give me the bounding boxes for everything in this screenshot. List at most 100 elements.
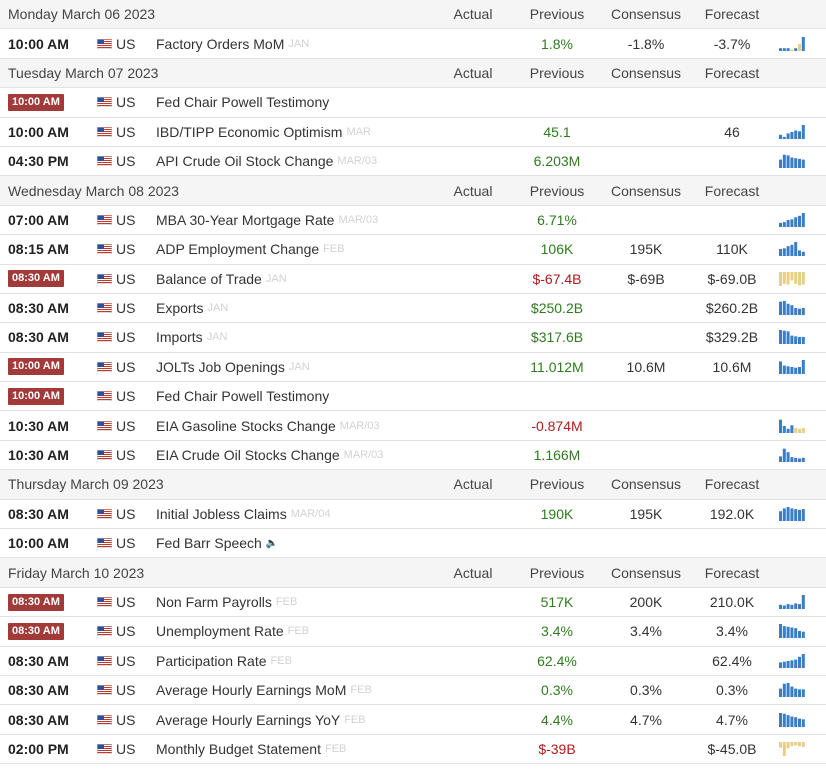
event-name[interactable]: EIA Gasoline Stocks Change MAR/03: [156, 411, 380, 439]
sparkline-chart[interactable]: [779, 118, 805, 146]
sparkline-chart[interactable]: [779, 647, 805, 675]
event-name-label[interactable]: JOLTs Job Openings: [156, 358, 285, 375]
sparkline-chart[interactable]: [779, 441, 805, 469]
event-name-label[interactable]: Exports: [156, 300, 204, 317]
event-row[interactable]: 08:30 AM US Participation Rate FEB 62.4% 62.4…: [0, 647, 826, 676]
event-time: 08:30 AM: [8, 300, 69, 317]
event-row[interactable]: 10:30 AM US EIA Crude Oil Stocks Change MAR…: [0, 441, 826, 471]
event-name[interactable]: EIA Crude Oil Stocks Change MAR/03: [156, 441, 383, 469]
actual-value: [440, 588, 506, 616]
event-name-label[interactable]: Balance of Trade: [156, 270, 262, 287]
sparkline-chart[interactable]: [779, 29, 805, 57]
sparkline-bar: [779, 249, 782, 257]
event-row[interactable]: 04:30 PM US API Crude Oil Stock Change MAR/…: [0, 147, 826, 177]
event-row[interactable]: 10:30 AM US EIA Gasoline Stocks Change MAR/…: [0, 411, 826, 441]
event-name-label[interactable]: Unemployment Rate: [156, 623, 284, 640]
sparkline-bar: [779, 511, 782, 521]
event-name[interactable]: ADP Employment Change FEB: [156, 235, 345, 263]
event-name-label[interactable]: Non Farm Payrolls: [156, 594, 272, 610]
event-name-label[interactable]: API Crude Oil Stock Change: [156, 153, 334, 170]
event-name[interactable]: Non Farm Payrolls FEB: [156, 588, 297, 616]
sparkline-bar: [801, 508, 805, 521]
sparkline-bar: [794, 336, 798, 345]
event-name[interactable]: Fed Chair Powell Testimony: [156, 88, 329, 116]
sparkline-bar: [790, 508, 794, 521]
event-name[interactable]: JOLTs Job Openings JAN: [156, 353, 310, 381]
event-name[interactable]: Balance of Trade JAN: [156, 265, 287, 293]
event-name[interactable]: Average Hourly Earnings MoM FEB: [156, 676, 372, 704]
sparkline-bar: [779, 361, 782, 374]
event-name-label[interactable]: Average Hourly Earnings YoY: [156, 711, 341, 728]
sparkline-chart[interactable]: [779, 206, 805, 234]
event-name-label[interactable]: IBD/TIPP Economic Optimism: [156, 123, 343, 140]
event-name[interactable]: Exports JAN: [156, 294, 228, 322]
event-row[interactable]: 08:30 AM US Initial Jobless Claims MAR/04 19…: [0, 500, 826, 530]
event-name-label[interactable]: Imports: [156, 329, 203, 346]
sparkline-chart[interactable]: [779, 323, 805, 351]
reference-period: FEB: [275, 596, 298, 608]
event-name-label[interactable]: MBA 30-Year Mortgage Rate: [156, 211, 335, 228]
event-name-label[interactable]: Fed Barr Speech: [156, 535, 262, 552]
event-name-label[interactable]: ADP Employment Change: [156, 241, 320, 258]
actual-value: [440, 676, 506, 704]
sparkline-chart[interactable]: [779, 265, 805, 293]
event-name-label[interactable]: Fed Chair Powell Testimony: [156, 388, 330, 405]
event-name-label[interactable]: Average Hourly Earnings MoM: [156, 682, 347, 699]
event-name[interactable]: Average Hourly Earnings YoY FEB: [156, 705, 366, 733]
previous-value: 3.4%: [541, 623, 573, 640]
event-name[interactable]: Monthly Budget Statement FEB: [156, 735, 346, 763]
event-name[interactable]: Fed Chair Powell Testimony: [156, 382, 329, 410]
event-row[interactable]: 07:00 AM US MBA 30-Year Mortgage Rate MAR/0…: [0, 206, 826, 236]
event-name[interactable]: Imports JAN: [156, 323, 227, 351]
event-name-label[interactable]: EIA Gasoline Stocks Change: [156, 417, 336, 434]
event-name[interactable]: Factory Orders MoM JAN: [156, 29, 309, 57]
event-name-label[interactable]: Participation Rate: [156, 652, 267, 669]
sparkline-chart[interactable]: [779, 617, 805, 645]
event-name[interactable]: MBA 30-Year Mortgage Rate MAR/03: [156, 206, 378, 234]
event-name-label[interactable]: Monthly Budget Statement: [156, 740, 321, 757]
event-name[interactable]: Fed Barr Speech 🔈: [156, 529, 278, 557]
event-row[interactable]: 10:00 AM US Factory Orders MoM JAN 1.8% -1.8%…: [0, 29, 826, 59]
sparkline-bar: [779, 330, 782, 345]
sparkline-chart[interactable]: [779, 705, 805, 733]
event-row[interactable]: 08:30 AM US Balance of Trade JAN $-67.4B $-69…: [0, 265, 826, 294]
event-name[interactable]: Participation Rate FEB: [156, 647, 292, 675]
event-name[interactable]: Unemployment Rate FEB: [156, 617, 309, 645]
time-badge-label: 08:30 AM: [8, 270, 64, 288]
event-row[interactable]: 08:30 AM US Unemployment Rate FEB 3.4% 3.4% 3.…: [0, 617, 826, 647]
reference-period: MAR/04: [290, 507, 331, 520]
consensus-value: [606, 382, 686, 410]
sparkline-chart[interactable]: [779, 235, 805, 263]
event-name-label[interactable]: EIA Crude Oil Stocks Change: [156, 447, 340, 464]
event-name-label[interactable]: Initial Jobless Claims: [156, 505, 287, 522]
event-row[interactable]: 08:30 AM US Imports JAN $317.6B $329.2B: [0, 323, 826, 353]
sparkline-bar: [779, 419, 782, 433]
event-row[interactable]: 10:00 AM US JOLTs Job Openings JAN 11.012M 10…: [0, 353, 826, 383]
event-row[interactable]: 08:30 AM US Non Farm Payrolls FEB 517K 200K 21…: [0, 588, 826, 618]
sparkline-chart[interactable]: [779, 676, 805, 704]
sparkline-chart[interactable]: [779, 353, 805, 381]
sparkline-bar: [801, 653, 805, 668]
event-row[interactable]: 10:00 AM US Fed Chair Powell Testimony: [0, 88, 826, 118]
event-name[interactable]: IBD/TIPP Economic Optimism MAR: [156, 118, 371, 146]
event-row[interactable]: 08:30 AM US Average Hourly Earnings YoY FEB…: [0, 705, 826, 735]
event-row[interactable]: 08:30 AM US Exports JAN $250.2B $260.2B: [0, 294, 826, 324]
event-row[interactable]: 02:00 PM US Monthly Budget Statement FEB $-3…: [0, 735, 826, 765]
sparkline-chart[interactable]: [779, 588, 805, 616]
sparkline-chart[interactable]: [779, 147, 805, 175]
sparkline-chart[interactable]: [779, 294, 805, 322]
sparkline-chart[interactable]: [779, 500, 805, 528]
actual-value: [440, 353, 506, 381]
event-name[interactable]: Initial Jobless Claims MAR/04: [156, 500, 330, 528]
event-name[interactable]: API Crude Oil Stock Change MAR/03: [156, 147, 377, 175]
actual-value: [440, 88, 506, 116]
event-row[interactable]: 08:30 AM US Average Hourly Earnings MoM FEB…: [0, 676, 826, 706]
event-row[interactable]: 08:15 AM US ADP Employment Change FEB 106K 19…: [0, 235, 826, 265]
event-row[interactable]: 10:00 AM US IBD/TIPP Economic Optimism MAR 4…: [0, 118, 826, 147]
event-name-label[interactable]: Factory Orders MoM: [156, 35, 285, 52]
sparkline-chart[interactable]: [779, 735, 805, 763]
sparkline-chart[interactable]: [779, 411, 805, 439]
event-row[interactable]: 10:00 AM US Fed Barr Speech 🔈: [0, 529, 826, 559]
event-row[interactable]: 10:00 AM US Fed Chair Powell Testimony: [0, 382, 826, 412]
event-name-label[interactable]: Fed Chair Powell Testimony: [156, 94, 330, 111]
